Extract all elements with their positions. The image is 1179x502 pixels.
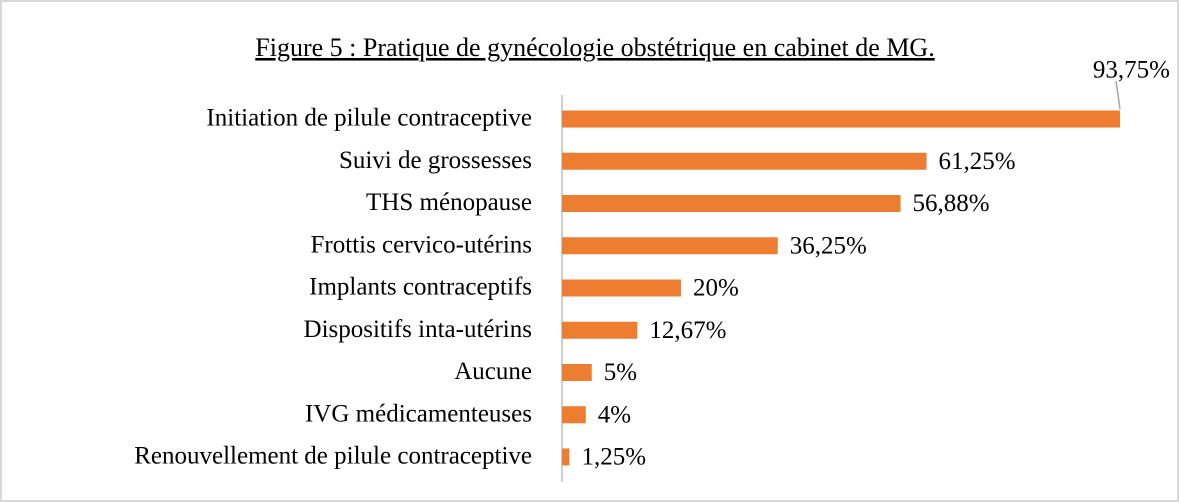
- leader-line: [1115, 80, 1121, 110]
- y-tick-label: Renouvellement de pilule contraceptive: [134, 443, 532, 470]
- bar: [562, 279, 682, 297]
- data-label: 20%: [693, 275, 739, 302]
- bar: [562, 406, 586, 424]
- data-label: 4%: [598, 401, 631, 428]
- bar: [562, 448, 570, 466]
- y-tick-label: Initiation de pilule contraceptive: [206, 105, 532, 132]
- bar: [562, 237, 778, 255]
- y-tick-label: Dispositifs inta-utérins: [304, 316, 532, 343]
- data-label: 36,25%: [790, 232, 867, 259]
- bar: [562, 364, 592, 381]
- chart-title: Figure 5 : Pratique de gynécologie obsté…: [255, 33, 934, 62]
- y-tick-label: Implants contraceptifs: [309, 274, 532, 301]
- bar: [562, 110, 1120, 128]
- y-tick-label: Suivi de grossesses: [339, 147, 532, 174]
- y-tick-label: THS ménopause: [366, 189, 532, 216]
- bar: [562, 321, 638, 339]
- data-label: 56,88%: [913, 190, 990, 217]
- bar: [562, 152, 927, 170]
- y-tick-label: Aucune: [454, 358, 532, 385]
- data-label: 93,75%: [1093, 57, 1170, 84]
- data-label: 5%: [604, 359, 637, 386]
- data-label: 1,25%: [581, 444, 646, 471]
- y-tick-label: IVG médicamenteuses: [305, 400, 532, 427]
- bar: [562, 195, 901, 212]
- y-tick-label: Frottis cervico-utérins: [311, 231, 532, 258]
- data-label: 12,67%: [649, 317, 726, 344]
- data-label: 61,25%: [939, 148, 1016, 175]
